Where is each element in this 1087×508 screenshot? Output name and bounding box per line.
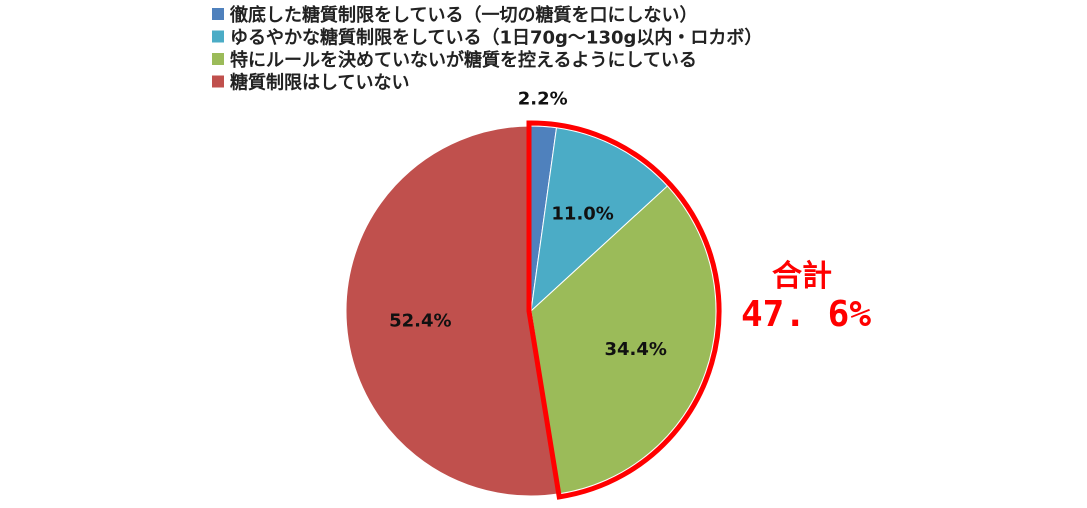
legend-entry-3: 特にルールを決めていないが糖質を控えるようにしている [230, 49, 697, 71]
callout-total-label: 合計 [772, 259, 832, 294]
slice-2 [530, 127, 669, 313]
legend-entry-4: 糖質制限はしていない [230, 72, 409, 94]
legend-entry-1: 徹底した糖質制限をしている（一切の糖質を口にしない） [229, 4, 697, 26]
data-label-1: 2.2% [518, 88, 568, 109]
legend-swatch-2 [212, 30, 224, 43]
data-label-4: 52.4% [389, 310, 451, 331]
legend-entry-2: ゆるやかな糖質制限をしている（1日70g～130g以内・ロカボ） [230, 27, 762, 49]
slice-3 [530, 185, 717, 495]
data-labels: 2.2% 11.0% 34.4% 52.4% [389, 88, 667, 359]
highlight-outline [526, 120, 722, 500]
legend-swatch-1 [212, 8, 224, 20]
pie-slices [345, 125, 717, 497]
data-label-3: 34.4% [604, 339, 666, 360]
slice-4 [345, 125, 560, 497]
legend-swatch-4 [212, 75, 224, 88]
legend: 徹底した糖質制限をしている（一切の糖質を口にしない）ゆるやかな糖質制限をしている… [212, 4, 762, 94]
legend-swatch-3 [212, 53, 224, 65]
data-label-2: 11.0% [551, 204, 613, 225]
callout-total-value: 47. 6% [741, 294, 871, 335]
